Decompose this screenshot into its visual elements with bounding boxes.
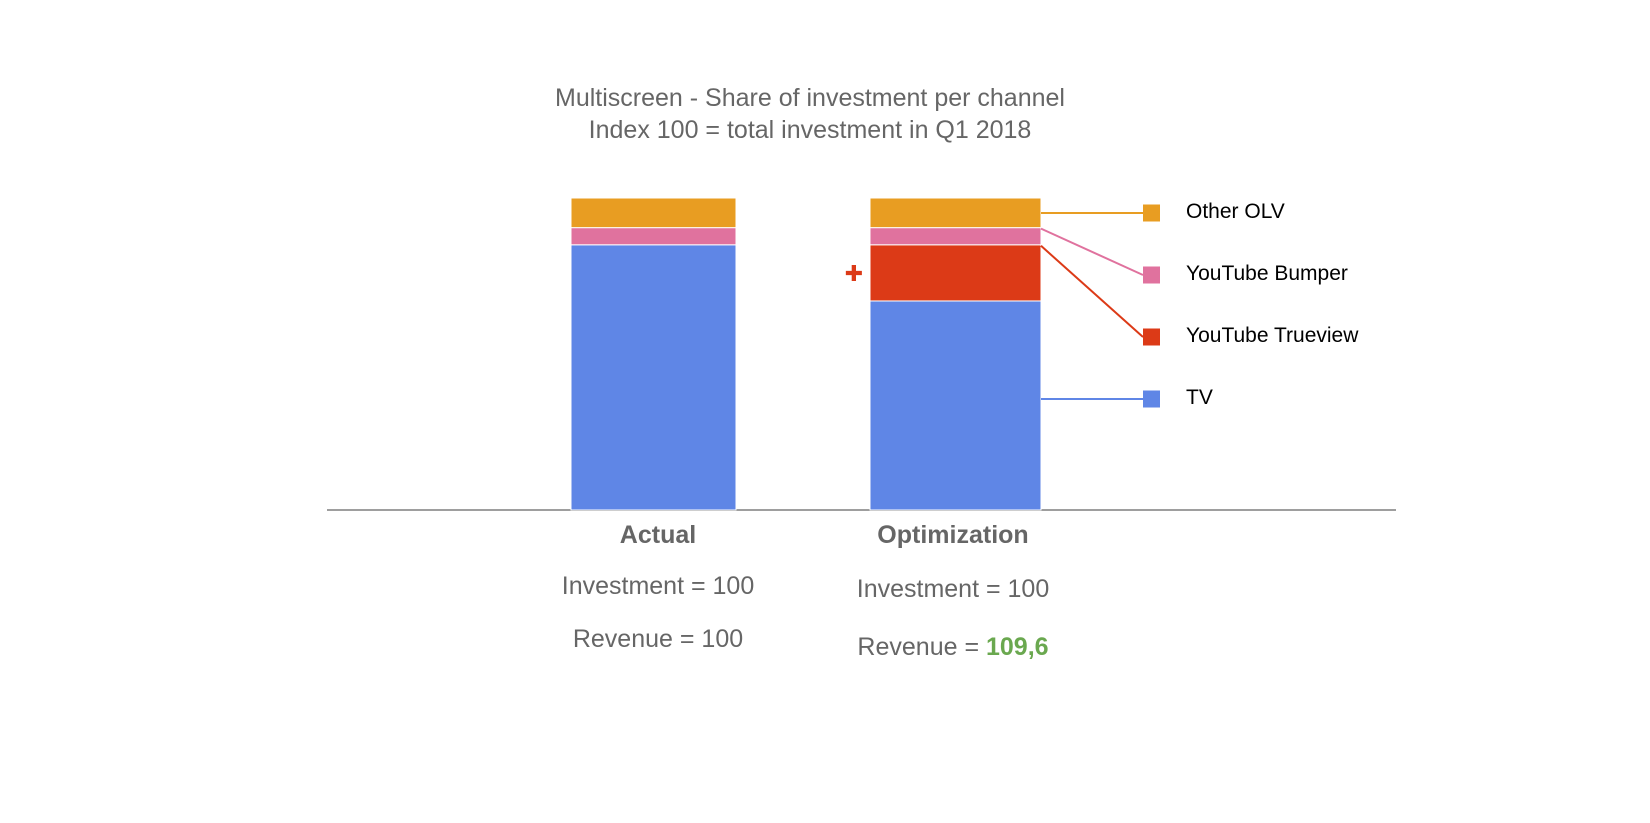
legend-label-tv: TV [1186, 386, 1213, 409]
investment-optimization: Investment = 100 [856, 575, 1050, 603]
legend-marker-tv [1143, 390, 1160, 408]
revenue-optimization: Revenue = 109,6 [803, 633, 1103, 662]
legend-label-youtube-trueview: YouTube Trueview [1186, 324, 1359, 347]
legend-connector-youtube-bumper [1040, 227, 1144, 276]
bar-segment-optimization-tv [869, 300, 1042, 511]
legend-label-youtube-bumper: YouTube Bumper [1186, 262, 1348, 285]
legend-marker-youtube-bumper [1143, 266, 1160, 284]
revenue-optimization-prefix: Revenue = [857, 633, 986, 661]
bar-segment-actual-other-olv [570, 197, 737, 229]
category-label-optimization: Optimization [877, 521, 1029, 549]
bar-segment-optimization-youtube-trueview [869, 244, 1042, 302]
revenue-actual-value: 100 [701, 625, 744, 653]
bar-segment-actual-tv [570, 244, 737, 511]
legend-label-other-olv: Other OLV [1186, 200, 1285, 223]
revenue-optimization-value: 109,6 [986, 633, 1049, 661]
legend-marker-other-olv [1143, 204, 1160, 222]
category-label-actual: Actual [619, 521, 697, 549]
revenue-actual-prefix: Revenue = [572, 625, 702, 653]
legend-connector-youtube-trueview [1040, 245, 1144, 338]
plus-icon: ✚ [845, 262, 863, 287]
bar-segment-actual-youtube-bumper [570, 227, 737, 246]
investment-actual: Investment = 100 [561, 572, 755, 600]
bar-segment-optimization-youtube-bumper [869, 227, 1042, 246]
bar-segment-optimization-other-olv [869, 197, 1042, 229]
revenue-actual: Revenue = 100 [508, 625, 808, 654]
chart-subtitle: Index 100 = total investment in Q1 2018 [588, 116, 1032, 144]
chart-title: Multiscreen - Share of investment per ch… [555, 84, 1065, 112]
legend-marker-youtube-trueview [1143, 328, 1160, 346]
